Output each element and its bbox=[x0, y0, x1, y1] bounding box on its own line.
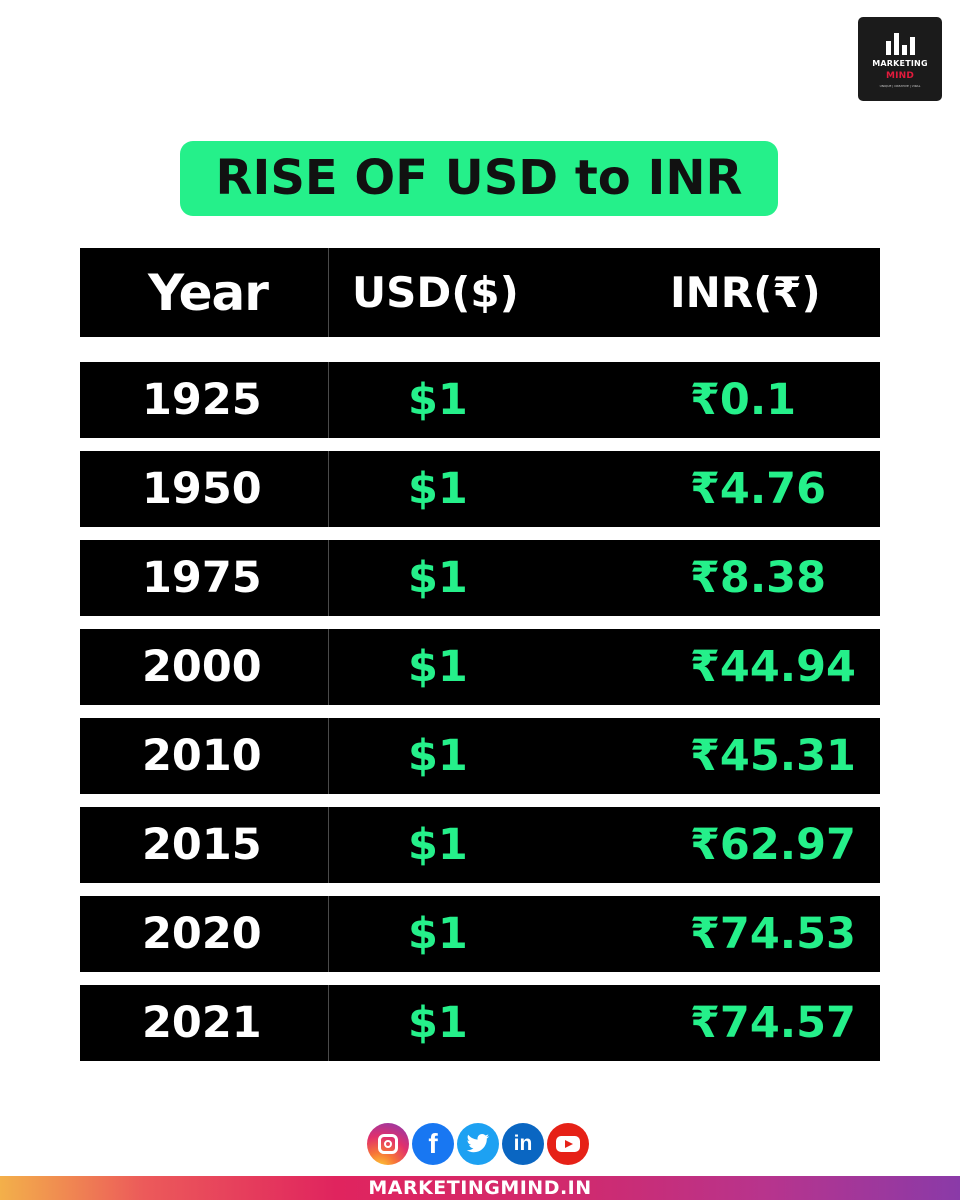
header-year: Year bbox=[148, 263, 269, 322]
table-row: 2010 $1 ₹45.31 bbox=[80, 718, 880, 794]
table-row: 2021 $1 ₹74.57 bbox=[80, 985, 880, 1061]
table-row: 1950 $1 ₹4.76 bbox=[80, 451, 880, 527]
row-inr: ₹44.94 bbox=[690, 642, 856, 692]
row-year: 2010 bbox=[142, 731, 262, 781]
row-year: 1975 bbox=[142, 553, 262, 603]
header-usd: USD($) bbox=[352, 268, 519, 317]
column-divider bbox=[328, 451, 329, 527]
row-inr: ₹45.31 bbox=[690, 731, 856, 781]
row-year: 2015 bbox=[142, 820, 262, 870]
row-inr: ₹8.38 bbox=[690, 553, 827, 603]
column-divider bbox=[328, 807, 329, 883]
row-inr: ₹74.53 bbox=[690, 909, 856, 959]
instagram-glyph bbox=[378, 1134, 398, 1154]
footer-gradient-bar bbox=[0, 1176, 960, 1200]
marketing-mind-logo: MARKETING MIND UNIQUE | CREATIVE | VIRAL bbox=[858, 17, 942, 101]
row-usd: $1 bbox=[408, 375, 468, 425]
twitter-icon[interactable] bbox=[457, 1123, 499, 1165]
table-header: Year USD($) INR(₹) bbox=[80, 248, 880, 337]
facebook-icon[interactable]: f bbox=[412, 1123, 454, 1165]
table-row: 2015 $1 ₹62.97 bbox=[80, 807, 880, 883]
header-inr: INR(₹) bbox=[670, 268, 821, 317]
row-usd: $1 bbox=[408, 464, 468, 514]
youtube-play-glyph bbox=[556, 1136, 580, 1152]
row-year: 2021 bbox=[142, 998, 262, 1048]
social-icons: f in bbox=[367, 1123, 589, 1165]
row-inr: ₹0.1 bbox=[690, 375, 797, 425]
logo-line-2: MIND bbox=[885, 71, 915, 81]
row-year: 2000 bbox=[142, 642, 262, 692]
youtube-icon[interactable] bbox=[547, 1123, 589, 1165]
page-title: RISE OF USD to INR bbox=[180, 141, 778, 216]
instagram-icon[interactable] bbox=[367, 1123, 409, 1165]
row-year: 2020 bbox=[142, 909, 262, 959]
column-divider bbox=[328, 362, 329, 438]
twitter-bird-glyph bbox=[466, 1134, 490, 1153]
table-row: 1925 $1 ₹0.1 bbox=[80, 362, 880, 438]
row-usd: $1 bbox=[408, 642, 468, 692]
column-divider bbox=[328, 718, 329, 794]
row-inr: ₹74.57 bbox=[690, 998, 856, 1048]
footer-website-url[interactable]: MARKETINGMIND.IN bbox=[368, 1177, 592, 1199]
row-inr: ₹4.76 bbox=[690, 464, 827, 514]
table-row: 1975 $1 ₹8.38 bbox=[80, 540, 880, 616]
table-row: 2020 $1 ₹74.53 bbox=[80, 896, 880, 972]
row-inr: ₹62.97 bbox=[690, 820, 856, 870]
column-divider bbox=[328, 629, 329, 705]
column-divider bbox=[328, 896, 329, 972]
logo-line-1: MARKETING bbox=[872, 59, 928, 68]
row-usd: $1 bbox=[408, 553, 468, 603]
column-divider bbox=[328, 248, 329, 337]
logo-bars-icon bbox=[858, 33, 942, 55]
column-divider bbox=[328, 985, 329, 1061]
row-usd: $1 bbox=[408, 909, 468, 959]
column-divider bbox=[328, 540, 329, 616]
table-row: 2000 $1 ₹44.94 bbox=[80, 629, 880, 705]
row-year: 1950 bbox=[142, 464, 262, 514]
logo-tagline: UNIQUE | CREATIVE | VIRAL bbox=[879, 84, 921, 88]
linkedin-icon[interactable]: in bbox=[502, 1123, 544, 1165]
row-usd: $1 bbox=[408, 998, 468, 1048]
row-year: 1925 bbox=[142, 375, 262, 425]
row-usd: $1 bbox=[408, 820, 468, 870]
row-usd: $1 bbox=[408, 731, 468, 781]
